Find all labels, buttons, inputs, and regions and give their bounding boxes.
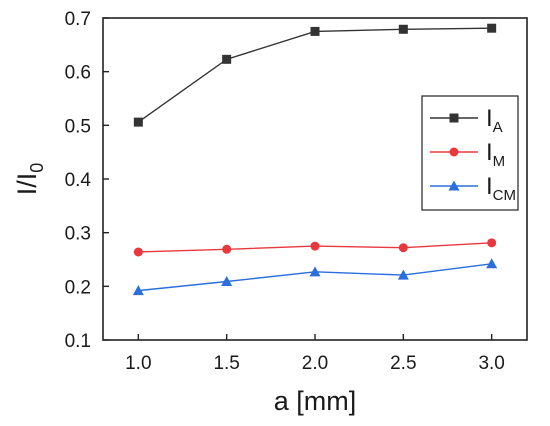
y-tick-label: 0.5: [65, 116, 91, 137]
series-cm: [132, 258, 498, 296]
series-cm-point: [309, 266, 321, 277]
series-m-point: [487, 238, 497, 248]
y-tick-label: 0.6: [65, 63, 91, 84]
legend-label-main: I: [486, 139, 493, 166]
series-m-point: [398, 243, 408, 253]
legend-label: IA: [486, 105, 503, 136]
legend-label-sub: A: [493, 119, 503, 136]
x-tick-label: 1.0: [125, 353, 151, 374]
legend-label-sub: CM: [493, 187, 516, 204]
series-m-point: [133, 247, 143, 257]
x-axis-title: a [mm]: [274, 386, 357, 416]
legend-label: ICM: [486, 173, 516, 204]
series-a-point: [487, 23, 497, 33]
series-m: [133, 238, 497, 257]
series-cm-point: [397, 269, 409, 280]
series-cm-point: [486, 258, 498, 269]
series-a-point: [398, 24, 408, 34]
series-m-point: [310, 241, 320, 251]
x-tick-label: 2.5: [390, 353, 416, 374]
legend-swatch-marker: [448, 180, 460, 191]
x-tick-label: 3.0: [478, 353, 504, 374]
y-tick-label: 0.7: [65, 9, 91, 30]
series-a-point: [310, 26, 320, 36]
y-tick-label: 0.1: [65, 331, 91, 352]
series-cm-point: [221, 276, 233, 287]
legend-item-m: IM: [430, 139, 505, 170]
series-a-point: [133, 117, 143, 127]
x-tick-label: 1.5: [213, 353, 239, 374]
series-cm-point: [132, 285, 144, 296]
y-tick-label: 0.2: [65, 277, 91, 298]
y-tick-label: 0.3: [65, 224, 91, 245]
legend-item-a: IA: [430, 105, 503, 136]
y-axis-title: I/I0: [12, 163, 47, 196]
legend-label-sub: M: [493, 153, 506, 170]
legend-label-main: I: [486, 105, 493, 132]
legend-label-main: I: [486, 173, 493, 200]
y-axis-title-sub: 0: [27, 163, 47, 173]
legend-swatch-marker: [449, 147, 459, 157]
series-m-point: [222, 244, 232, 254]
legend-box: [421, 95, 519, 211]
legend-item-cm: ICM: [430, 173, 516, 204]
y-tick-label: 0.4: [65, 170, 92, 191]
series-a-point: [222, 54, 232, 64]
legend-swatch-marker: [449, 113, 459, 123]
x-tick-label: 2.0: [302, 353, 328, 374]
y-axis-title-main: I/I: [12, 173, 42, 196]
legend-label: IM: [486, 139, 505, 170]
series-a: [133, 23, 497, 127]
